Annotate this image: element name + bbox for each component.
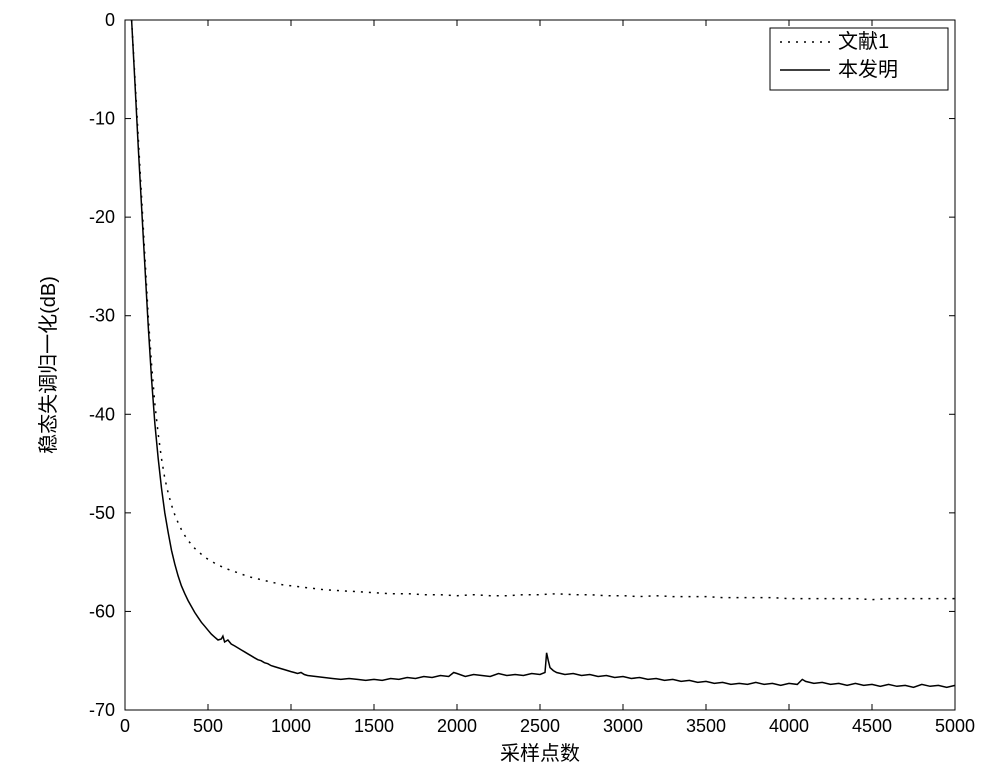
x-tick-label: 500 [193,716,223,736]
y-tick-label: -30 [89,306,115,326]
y-tick-label: -40 [89,404,115,424]
x-tick-label: 1500 [354,716,394,736]
y-tick-label: -60 [89,601,115,621]
y-axis-label: 稳态失调归一化(dB) [37,276,60,454]
x-tick-label: 0 [120,716,130,736]
line-chart: 0 500 1000 1500 2000 2500 3000 3500 4000 4500 5000… [0,0,1000,772]
legend-label: 文献1 [838,30,889,53]
x-tick-label: 2000 [437,716,477,736]
x-tick-label: 5000 [935,716,975,736]
x-tick-label: 4000 [769,716,809,736]
y-tick-label: -20 [89,207,115,227]
y-tick-label: -50 [89,503,115,523]
x-tick-label: 1000 [271,716,311,736]
x-axis-label: 采样点数 [500,742,580,765]
y-tick-label: 0 [105,10,115,30]
y-tick-label: -70 [89,700,115,720]
y-tick-label: -10 [89,109,115,129]
chart-container: 0 500 1000 1500 2000 2500 3000 3500 4000 4500 5000… [0,0,1000,772]
x-tick-label: 3000 [603,716,643,736]
x-tick-label: 2500 [520,716,560,736]
series-dotted [132,20,955,600]
legend-label: 本发明 [838,58,898,81]
series-solid [132,20,955,687]
x-tick-label: 4500 [852,716,892,736]
x-tick-label: 3500 [686,716,726,736]
plot-border [125,20,955,710]
